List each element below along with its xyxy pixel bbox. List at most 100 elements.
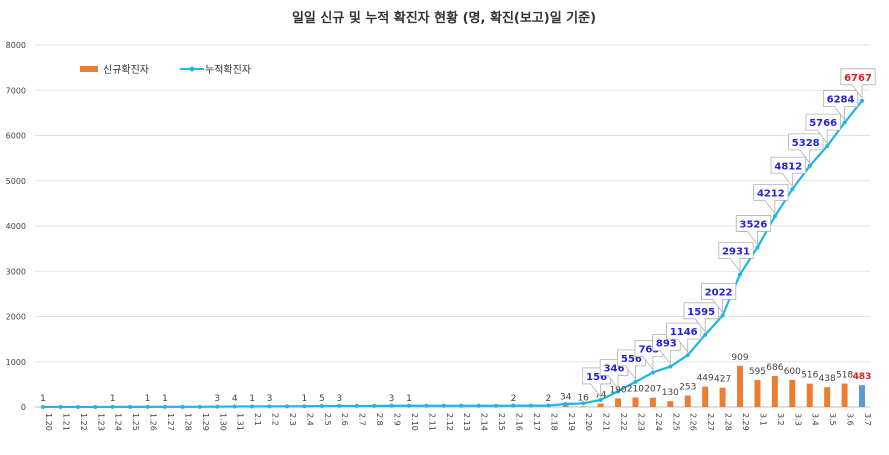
x-tick-label: 1.25 [131, 413, 140, 431]
cumulative-point [825, 144, 830, 149]
bar-data-label: 438 [819, 374, 836, 384]
cumulative-point [842, 120, 847, 125]
cumulative-point [703, 332, 708, 337]
labels-layer: 1111341315331223416741902102071302534494… [40, 68, 876, 404]
cumulative-callout: 2931 [718, 241, 754, 273]
bar [562, 405, 569, 407]
cumulative-point [650, 370, 655, 375]
bar [789, 379, 796, 407]
bar-data-label: 1 [302, 394, 308, 404]
bar-data-label: 3 [267, 394, 273, 404]
x-tick-label: 3.5 [828, 413, 837, 426]
cumulative-point [424, 403, 429, 408]
x-tick-label: 2.20 [584, 413, 593, 431]
cumulative-point [441, 403, 446, 408]
bar [649, 397, 656, 407]
bar-data-label: 4 [232, 394, 238, 404]
legend-bar-label: 신규확진자 [103, 64, 149, 76]
cumulative-point [668, 364, 673, 369]
cumulative-point [807, 163, 812, 168]
x-tick-label: 1.31 [236, 413, 245, 431]
cumulative-point [232, 404, 237, 409]
x-tick-label: 2.2 [271, 413, 280, 426]
cumulative-point [162, 404, 167, 409]
cumulative-data-label: 1146 [670, 327, 698, 338]
cumulative-data-label: 556 [621, 354, 642, 365]
bar-data-label: 16 [577, 393, 589, 403]
bar [684, 395, 691, 407]
bar-data-label: 1 [162, 394, 168, 404]
bar [719, 387, 726, 407]
y-tick-label: 3000 [6, 267, 26, 276]
bar-data-label: 3 [336, 394, 342, 404]
cumulative-point [337, 403, 342, 408]
bar-data-label: 3 [214, 394, 220, 404]
x-tick-label: 2.21 [602, 413, 611, 431]
x-tick-label: 2.1 [253, 413, 262, 426]
cumulative-data-label: 6284 [827, 95, 855, 106]
cumulative-data-label: 5766 [809, 118, 837, 129]
cumulative-point [75, 404, 80, 409]
cumulative-point [511, 403, 516, 408]
cumulative-callout: 6284 [822, 90, 859, 121]
x-tick-label: 2.15 [497, 413, 506, 431]
cumulative-point [110, 404, 115, 409]
cumulative-point [302, 404, 307, 409]
cumulative-point [720, 313, 725, 318]
x-tick-label: 1.30 [218, 413, 227, 431]
bar-data-label: 449 [697, 374, 714, 384]
bar-data-label: 34 [560, 392, 572, 402]
cumulative-point [319, 404, 324, 409]
cumulative-point [93, 404, 98, 409]
y-tick-label: 7000 [6, 86, 26, 95]
legend-line-marker [189, 66, 195, 72]
cumulative-point [128, 404, 133, 409]
cumulative-point [563, 402, 568, 407]
cumulative-data-label: 346 [604, 363, 625, 374]
cumulative-data-label: 3526 [740, 219, 768, 230]
callout-box [822, 90, 859, 121]
cumulative-point [476, 403, 481, 408]
cumulative-point [41, 404, 45, 409]
cumulative-data-label: 2931 [722, 246, 750, 257]
bar-data-label: 1 [40, 394, 46, 404]
x-tick-label: 2.19 [567, 413, 576, 431]
x-tick-label: 2.11 [427, 413, 436, 431]
bar-data-label: 686 [766, 363, 783, 373]
x-tick-label: 1.26 [149, 413, 158, 431]
cumulative-point [738, 272, 743, 277]
cumulative-data-label: 893 [656, 339, 677, 350]
chart-title: 일일 신규 및 누적 확진자 현황 (명, 확진(보고)일 기준) [292, 10, 596, 26]
line-layer [41, 98, 864, 409]
bar-data-label: 2 [545, 394, 551, 404]
callout-box [753, 184, 789, 215]
cumulative-point [633, 379, 638, 384]
x-tick-label: 3.2 [776, 413, 785, 426]
bar [737, 365, 744, 407]
cumulative-point [58, 404, 63, 409]
bar [824, 387, 831, 407]
cumulative-point [145, 404, 150, 409]
x-tick-label: 3.4 [811, 413, 820, 426]
callout-box [770, 156, 806, 188]
x-tick-label: 2.3 [288, 413, 297, 426]
cumulative-data-label: 4812 [774, 161, 802, 172]
bar-data-label: 130 [662, 388, 679, 398]
bar-data-label: 1 [110, 394, 116, 404]
x-tick-label: 2.9 [393, 413, 402, 426]
y-tick-label: 4000 [6, 222, 26, 231]
x-tick-label: 2.14 [480, 413, 489, 431]
cumulative-line [43, 100, 863, 409]
bar [632, 397, 639, 407]
x-tick-label: 2.25 [671, 413, 680, 431]
x-tick-label: 1.20 [44, 413, 53, 431]
cumulative-point [860, 98, 864, 103]
y-tick-label: 8000 [6, 41, 26, 50]
bar-data-label: 210 [627, 384, 644, 394]
cumulative-point [790, 187, 795, 192]
cumulative-callout: 2022 [700, 283, 737, 314]
legend-bar-swatch [80, 66, 98, 72]
cumulative-callout: 5766 [805, 113, 841, 145]
cumulative-point [284, 404, 289, 409]
